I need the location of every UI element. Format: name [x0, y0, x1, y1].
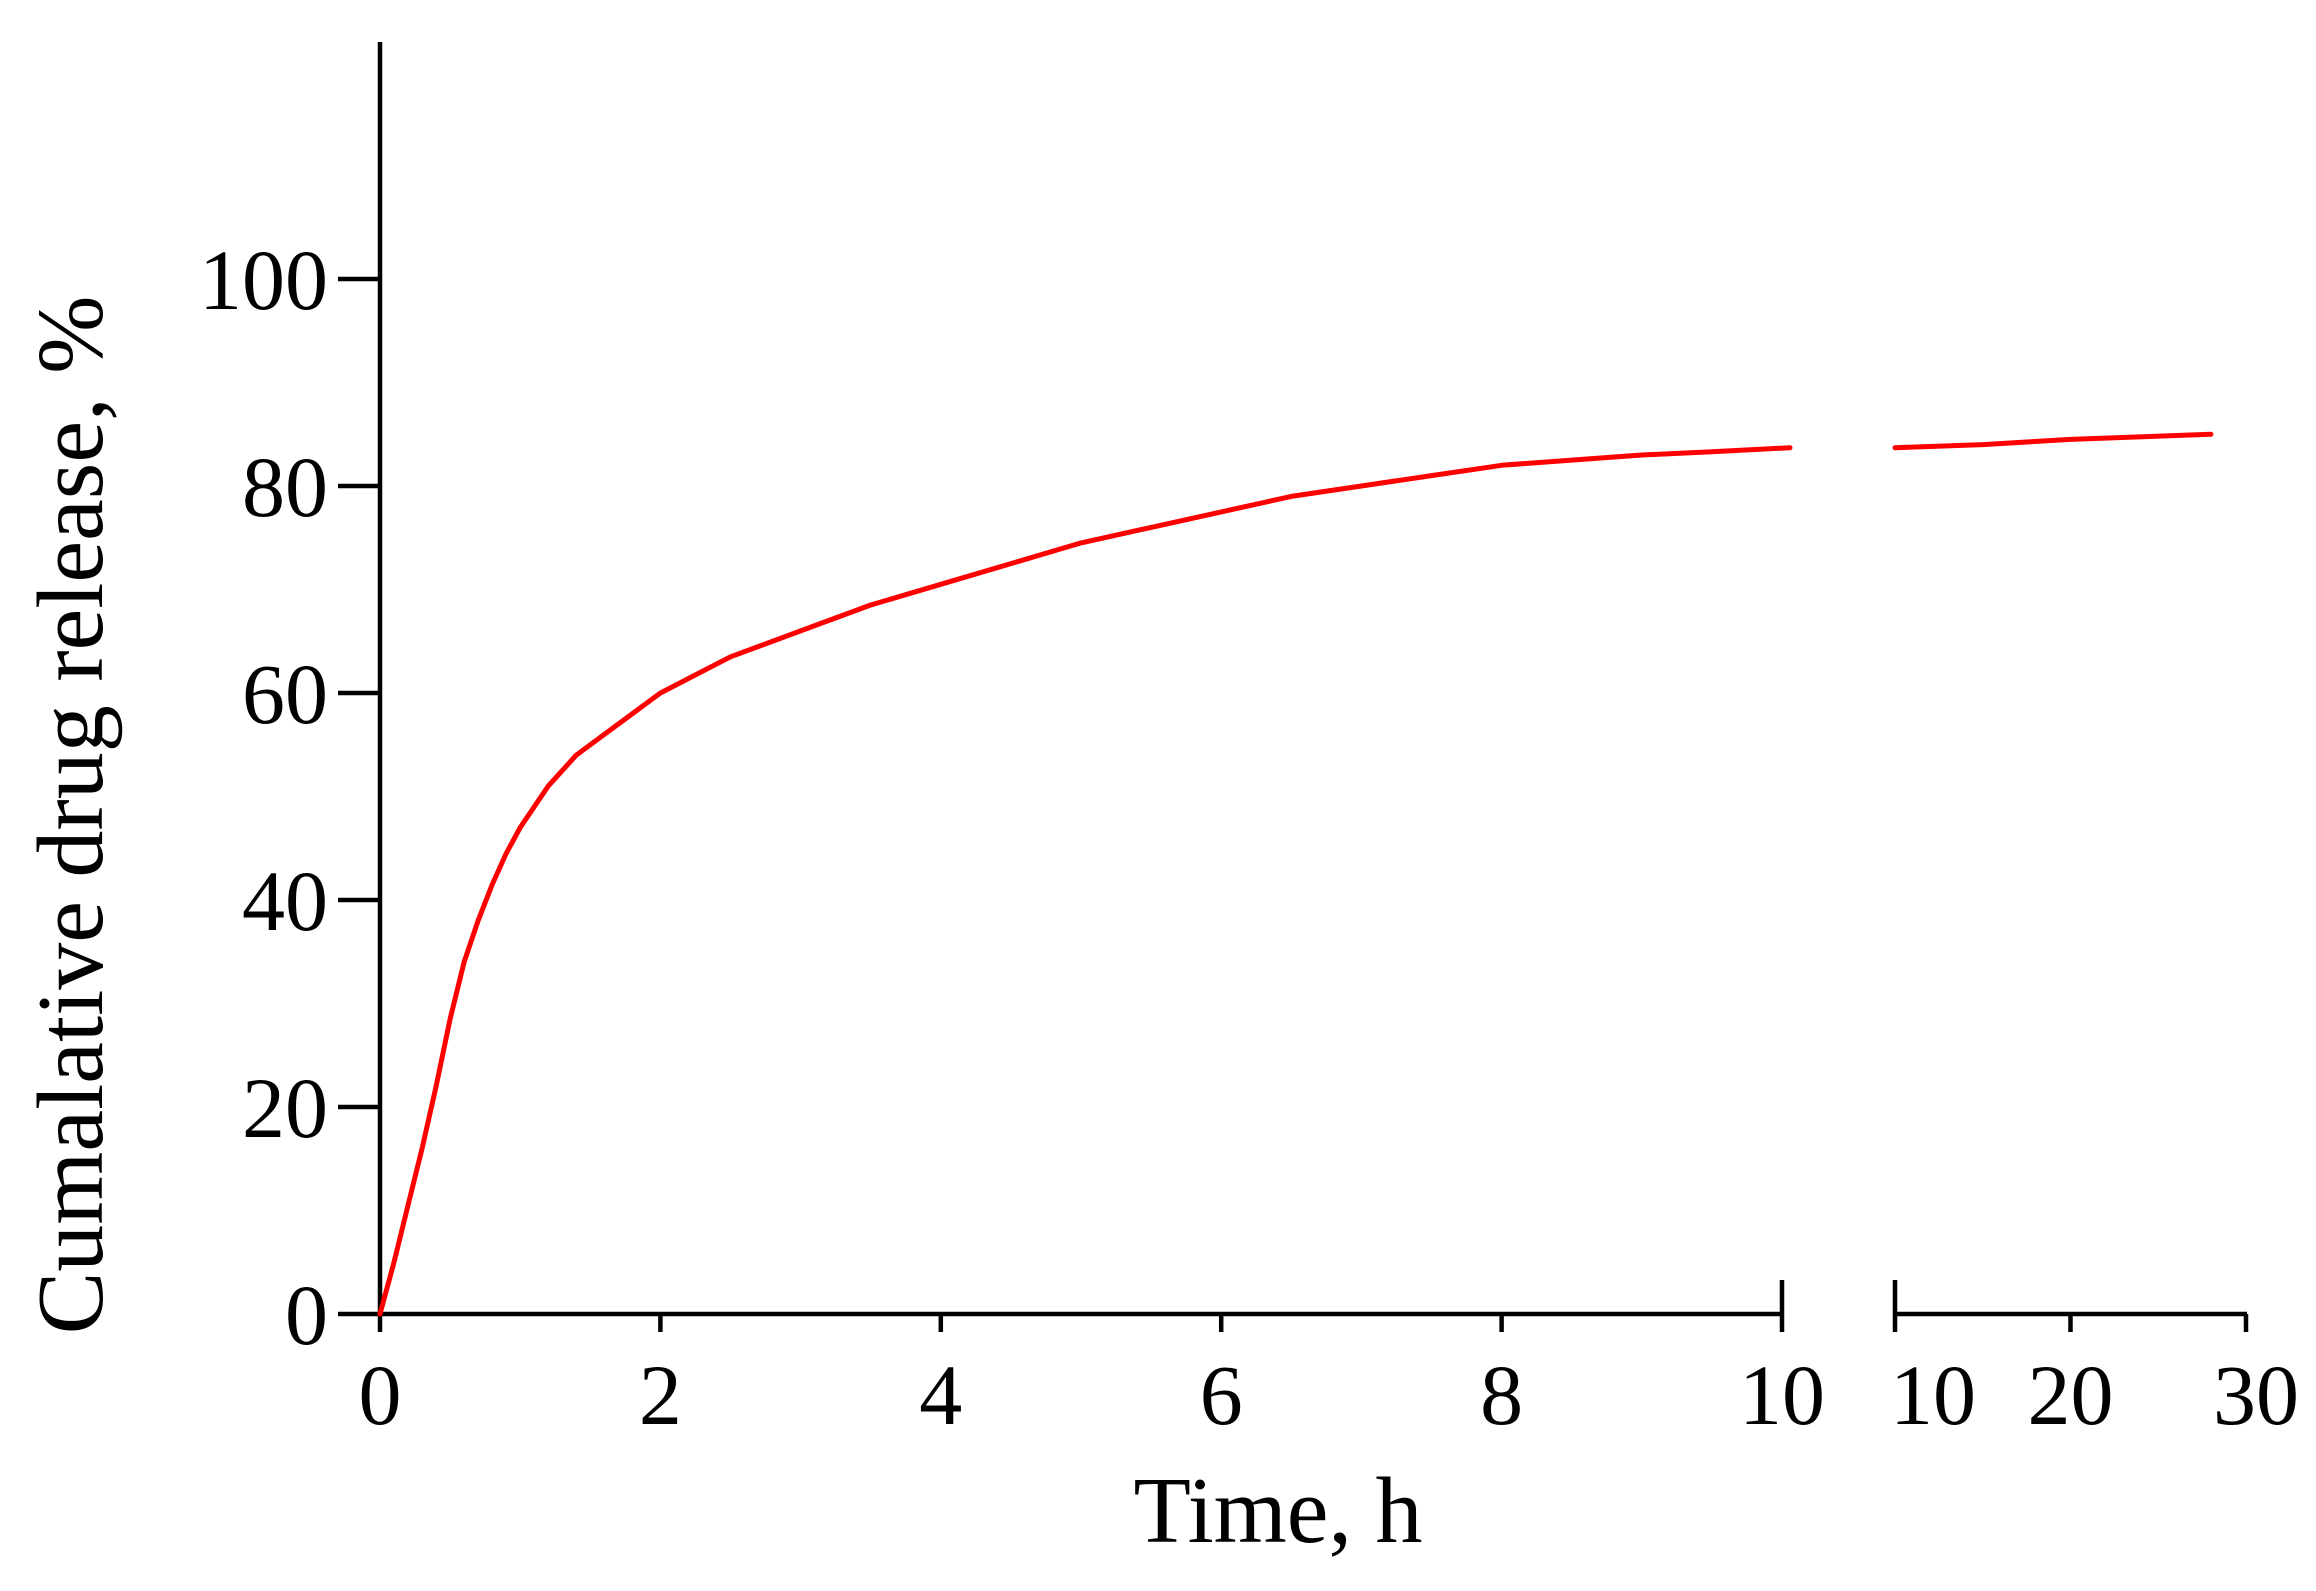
y-tick-label: 20: [242, 1060, 328, 1156]
y-tick-label: 0: [285, 1267, 328, 1363]
x-tick-label: 20: [2028, 1347, 2114, 1443]
y-tick-label: 80: [242, 439, 328, 535]
y-tick-label: 40: [242, 853, 328, 949]
series-line-segment-2: [1892, 431, 2214, 451]
y-tick-label: 60: [242, 646, 328, 742]
x-tick-label: 6: [1200, 1347, 1243, 1443]
x-tick-label: 0: [359, 1347, 402, 1443]
x-tick-label: 4: [919, 1347, 962, 1443]
ticks: [338, 276, 2249, 1332]
x-tick-label: 8: [1480, 1347, 1523, 1443]
x-tick-label: 10: [1890, 1347, 1976, 1443]
x-tick-label: 10: [1739, 1347, 1825, 1443]
x-tick-label: 30: [2213, 1347, 2299, 1443]
x-axis-title: Time, h: [1133, 1459, 1422, 1563]
x-tick-label: 2: [639, 1347, 682, 1443]
tick-labels: 0 20 40 60 80 100 0 2 4 6 8 10 10 20 30: [199, 232, 2299, 1443]
axes: [377, 42, 2247, 1332]
series: [377, 431, 2214, 1317]
y-tick-label: 100: [199, 232, 328, 328]
series-line-segment-1: [377, 445, 1793, 1317]
y-axis-title: Cumalative drug release, %: [19, 296, 123, 1335]
